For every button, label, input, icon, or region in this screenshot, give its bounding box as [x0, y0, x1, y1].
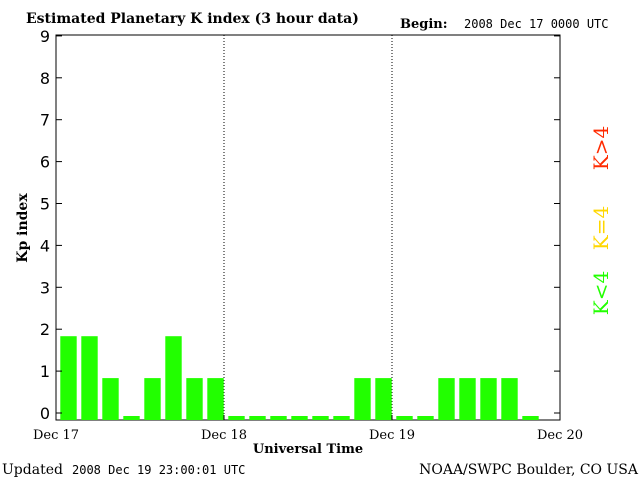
kp-bar — [249, 416, 266, 420]
kp-bar — [522, 416, 539, 420]
kp-bar — [417, 416, 434, 420]
kp-bar — [228, 416, 245, 420]
x-tick-label: Dec 19 — [369, 428, 415, 443]
updated-value: 2008 Dec 19 23:00:01 UTC — [72, 463, 245, 477]
day-separators — [223, 35, 393, 420]
source-credit: NOAA/SWPC Boulder, CO USA — [419, 462, 639, 478]
x-axis: Dec 17 Dec 18 Dec 19 Dec 20 — [33, 415, 583, 443]
legend-k-equal-4: K=4 — [589, 206, 613, 250]
x-axis-title: Universal Time — [253, 442, 363, 457]
legend-k-less-4: K<4 — [589, 271, 613, 315]
x-tick-label: Dec 18 — [201, 428, 247, 443]
kp-bar — [459, 378, 476, 420]
y-axis: 0 1 2 3 4 5 6 7 8 9 — [40, 27, 560, 423]
y-tick-label: 6 — [40, 153, 50, 172]
kp-bar — [312, 416, 329, 420]
y-tick-label: 3 — [40, 278, 50, 297]
x-tick-label: Dec 17 — [33, 428, 79, 443]
kp-bar — [144, 378, 161, 420]
kp-bar — [354, 378, 371, 420]
y-tick-label: 8 — [40, 69, 50, 88]
kp-bar — [123, 416, 140, 420]
kp-bar — [375, 378, 392, 420]
kp-bar — [480, 378, 497, 420]
y-axis-title: Kp index — [15, 193, 31, 263]
updated-label: Updated — [2, 462, 63, 478]
kp-bar — [438, 378, 455, 420]
legend-k-greater-4: K>4 — [589, 126, 613, 170]
kp-bar — [333, 416, 350, 420]
kp-bar — [396, 416, 413, 420]
kp-bar — [291, 416, 308, 420]
y-tick-label: 5 — [40, 195, 50, 214]
x-tick-label: Dec 20 — [537, 428, 583, 443]
kp-bar — [165, 336, 182, 420]
kp-bar — [102, 378, 119, 420]
plot-frame — [55, 34, 561, 421]
y-tick-label: 2 — [40, 320, 50, 339]
begin-label: Begin: — [400, 17, 448, 32]
chart-title: Estimated Planetary K index (3 hour data… — [26, 11, 359, 27]
kp-bar — [186, 378, 203, 420]
kp-bar — [501, 378, 518, 420]
y-tick-label: 4 — [40, 236, 50, 255]
kp-bar — [270, 416, 287, 420]
kp-bar — [207, 378, 224, 420]
y-tick-label: 1 — [40, 362, 50, 381]
kp-bar — [81, 336, 98, 420]
kp-bar — [60, 336, 77, 420]
y-tick-label: 9 — [40, 27, 50, 46]
y-tick-label: 7 — [40, 111, 50, 130]
y-tick-label: 0 — [40, 404, 50, 423]
begin-value: 2008 Dec 17 0000 UTC — [464, 17, 609, 31]
bar-series — [60, 336, 539, 420]
